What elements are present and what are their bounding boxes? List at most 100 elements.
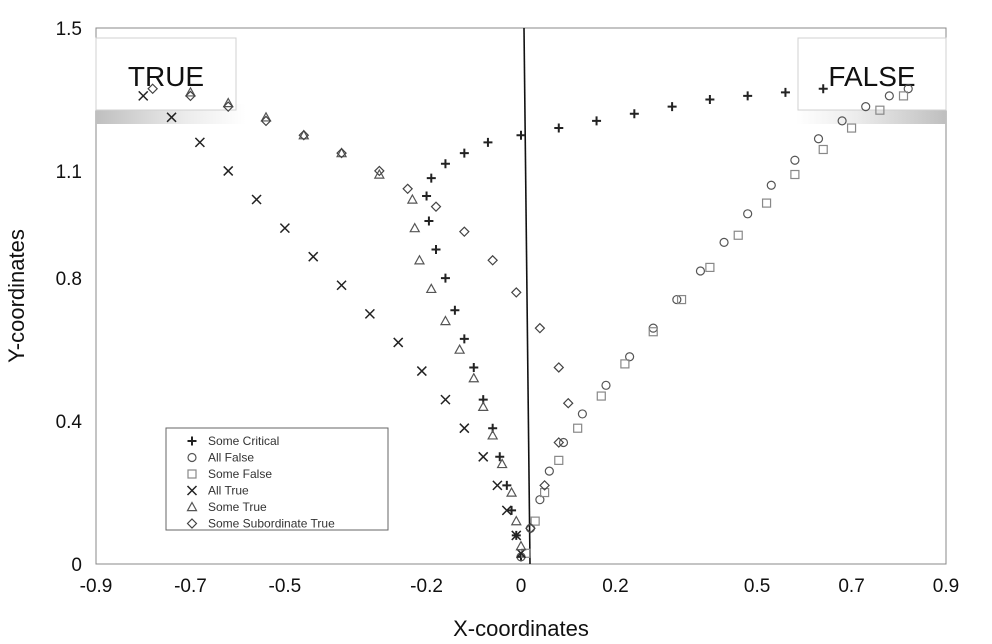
x-tick-label: 0	[516, 576, 527, 597]
data-point	[861, 102, 871, 112]
data-point	[222, 97, 234, 108]
data-point	[780, 87, 790, 97]
data-point	[260, 111, 272, 122]
data-point	[184, 86, 196, 97]
data-point	[553, 437, 565, 448]
data-point	[440, 394, 451, 405]
data-point	[430, 201, 442, 213]
data-point	[672, 294, 682, 305]
data-point	[487, 429, 499, 440]
x-tick-label: 0.9	[933, 576, 959, 597]
legend-entry: Some Critical	[187, 434, 279, 448]
data-point	[147, 83, 159, 95]
data-point	[336, 280, 347, 291]
data-point	[535, 495, 545, 505]
legend-label: All False	[208, 451, 254, 465]
data-point	[469, 362, 479, 372]
data-point	[166, 112, 177, 123]
x-tick-label: -0.7	[174, 576, 207, 597]
data-point	[540, 487, 550, 498]
data-point	[298, 129, 310, 141]
series-some-critical	[422, 84, 828, 562]
x-axis-title: X-coordinates	[453, 616, 589, 641]
data-point	[761, 198, 772, 208]
legend-entry: Some Subordinate True	[186, 517, 335, 531]
data-point	[846, 123, 857, 133]
data-point	[495, 452, 505, 462]
data-point	[558, 437, 569, 448]
data-point	[422, 191, 432, 201]
data-point	[336, 147, 347, 159]
legend-marker	[186, 501, 198, 512]
x-tick-label: -0.2	[410, 576, 443, 597]
data-point	[676, 294, 687, 305]
data-point	[507, 505, 517, 515]
data-point	[790, 169, 800, 180]
data-point	[440, 159, 450, 169]
data-point	[393, 337, 404, 348]
legend-entry: Some True	[186, 500, 267, 514]
data-point	[487, 254, 499, 266]
data-point	[510, 515, 522, 526]
data-point	[364, 308, 375, 319]
data-point	[373, 165, 385, 177]
x-tick-label: 0.7	[838, 576, 864, 597]
data-point	[298, 129, 310, 140]
legend-marker	[187, 469, 197, 479]
data-point	[468, 372, 480, 383]
data-point	[818, 84, 828, 94]
y-axis-title: Y-coordinates	[4, 229, 29, 363]
data-point	[596, 391, 606, 401]
data-point	[501, 505, 512, 516]
data-point	[705, 94, 715, 104]
legend-items: Some Critical All False Some False All True…	[186, 434, 335, 531]
y-tick-labels: 0 0.4 0.8 1.1 1.5	[56, 19, 83, 576]
data-point	[875, 105, 885, 115]
y-tick-label: 1.5	[56, 19, 82, 40]
y-tick-label: 1.1	[56, 162, 82, 183]
data-point	[138, 90, 149, 101]
data-point	[719, 237, 729, 247]
data-point	[502, 480, 512, 490]
data-point	[534, 322, 546, 334]
data-point	[185, 90, 196, 102]
data-point	[373, 168, 385, 179]
data-point	[553, 362, 565, 373]
data-point	[336, 147, 348, 158]
series-all-false	[516, 84, 913, 562]
legend-marker	[186, 485, 198, 496]
data-point	[260, 115, 272, 127]
data-point	[544, 466, 554, 476]
data-point	[898, 91, 909, 101]
data-point	[818, 144, 828, 155]
true-box-frame	[95, 37, 237, 111]
data-point	[223, 165, 234, 176]
x-tick-label: -0.5	[269, 576, 302, 597]
y-tick-label: 0	[71, 555, 82, 576]
data-point	[450, 305, 460, 315]
data-point	[573, 423, 583, 433]
data-point	[510, 287, 522, 298]
true-box: TRUE	[95, 37, 246, 124]
data-point	[308, 251, 319, 262]
data-point	[625, 352, 635, 362]
data-point	[516, 130, 526, 140]
data-point	[766, 180, 776, 190]
data-point	[813, 134, 824, 144]
series-some-subordinate-true	[147, 83, 574, 534]
data-point	[592, 116, 602, 126]
x-tick-labels: -0.9 -0.7 -0.5 -0.2 0 0.2 0.5 0.7 0.9	[80, 576, 960, 597]
series-all-true	[138, 90, 527, 559]
true-box-label: TRUE	[128, 61, 204, 92]
legend-marker	[187, 436, 197, 446]
false-box-label: FALSE	[828, 61, 915, 92]
data-point	[511, 530, 522, 541]
data-point	[439, 315, 451, 326]
data-point	[409, 222, 421, 233]
data-point	[426, 173, 436, 183]
data-point	[431, 245, 441, 255]
data-point	[440, 273, 450, 283]
data-marks	[138, 83, 913, 562]
data-point	[416, 366, 427, 377]
